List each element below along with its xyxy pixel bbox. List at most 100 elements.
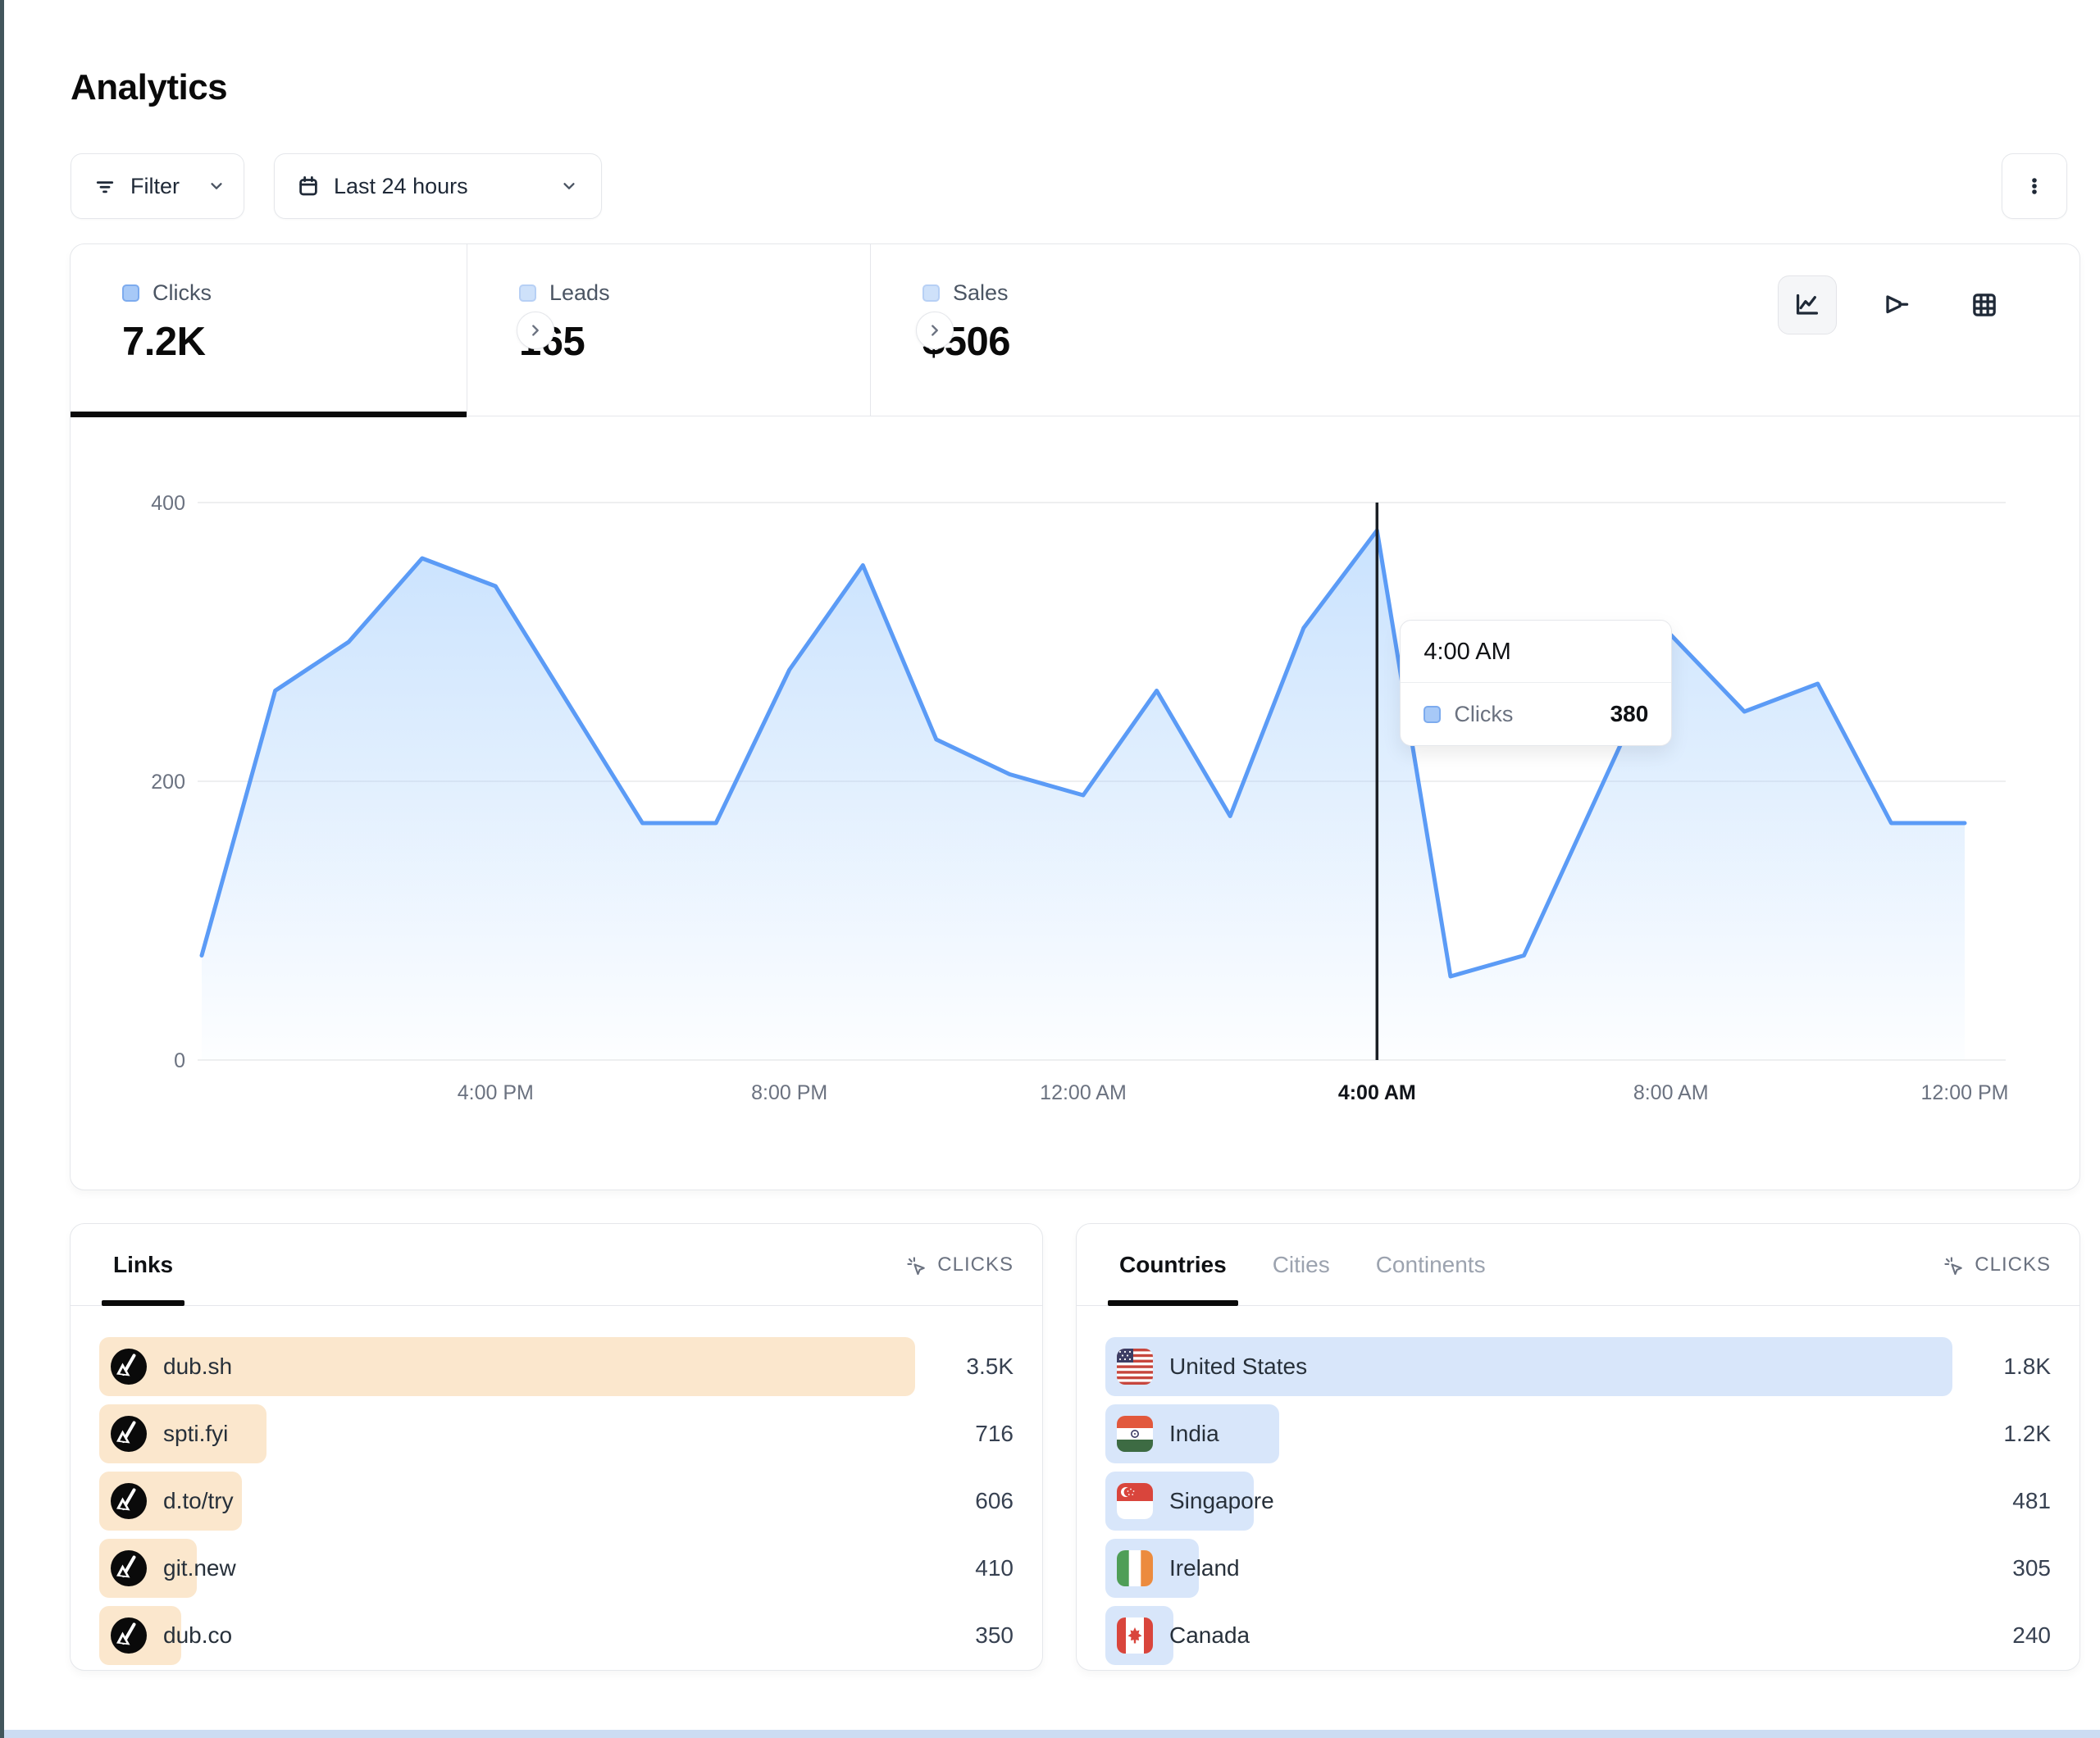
row-label: United States: [1169, 1354, 1308, 1379]
date-range-button[interactable]: Last 24 hours: [274, 153, 602, 219]
svg-text:8:00 AM: 8:00 AM: [1633, 1081, 1709, 1104]
stat-legend-swatch: [122, 284, 139, 302]
tooltip-series-row: Clicks 380: [1401, 683, 1671, 745]
more-options-button[interactable]: [2002, 153, 2067, 219]
countries-card-header: Countries Cities Continents CLICKS: [1077, 1224, 2080, 1306]
row-label: Ireland: [1169, 1555, 1240, 1581]
list-item[interactable]: Singapore 481: [1105, 1472, 2051, 1531]
row-value: 240: [2012, 1622, 2051, 1648]
svg-text:12:00 AM: 12:00 AM: [1040, 1081, 1127, 1104]
tab-links-label: Links: [113, 1251, 174, 1277]
svg-text:8:00 PM: 8:00 PM: [751, 1081, 827, 1104]
window-edge-strip: [0, 0, 4, 1738]
tooltip-series-label: Clicks: [1454, 701, 1514, 726]
dub-favicon: [111, 1483, 147, 1519]
dub-favicon: [111, 1550, 147, 1586]
list-item[interactable]: Canada 240: [1105, 1606, 2051, 1665]
stat-legend-swatch: [922, 284, 940, 302]
clicks-legend-swatch: [1424, 705, 1442, 723]
row-value: 3.5K: [966, 1354, 1014, 1379]
row-value: 1.2K: [2003, 1421, 2051, 1446]
line-chart-mode-button[interactable]: [1778, 275, 1837, 334]
svg-text:400: 400: [151, 492, 185, 515]
links-card-header: Links CLICKS: [71, 1224, 1042, 1306]
funnel-chart-mode-button[interactable]: [1866, 275, 1925, 334]
stat-tab-sales[interactable]: Sales $506: [871, 244, 2080, 416]
svg-text:12:00 PM: 12:00 PM: [1920, 1081, 2008, 1104]
stat-expand-button[interactable]: [517, 312, 554, 349]
stat-value: 7.2K: [122, 320, 206, 364]
list-item[interactable]: spti.fyi 716: [99, 1404, 1014, 1463]
table-mode-button[interactable]: [1955, 275, 2014, 334]
row-label: Canada: [1169, 1622, 1250, 1648]
row-label: dub.co: [163, 1622, 233, 1648]
grid-table-icon: [1968, 289, 2001, 321]
chart-tooltip: 4:00 AM Clicks 380: [1400, 620, 1673, 746]
tab-label: Cities: [1272, 1251, 1330, 1277]
ie-flag-icon: [1117, 1550, 1153, 1586]
clicks-area-chart[interactable]: 0 200 400 4:00 PM 8:00 PM 12:00 AM 4:00 AM 8:00…: [71, 416, 2081, 1191]
calendar-icon: [296, 174, 321, 198]
list-item[interactable]: Ireland 305: [1105, 1539, 2051, 1598]
sg-flag-icon: [1117, 1483, 1153, 1519]
chart-mode-toggle: [1778, 275, 2014, 334]
links-rows: dub.sh 3.5K spti.fyi 716 d.to/try 606 git.new 4…: [71, 1306, 1042, 1665]
tab-label: Countries: [1119, 1251, 1227, 1277]
svg-text:4:00 PM: 4:00 PM: [458, 1081, 534, 1104]
chevron-down-icon: [206, 175, 227, 197]
row-value: 606: [975, 1488, 1014, 1513]
value-bar: [1105, 1337, 1952, 1396]
tab-countries[interactable]: Countries: [1108, 1224, 1238, 1306]
row-value: 410: [975, 1555, 1014, 1581]
row-label: India: [1169, 1421, 1219, 1446]
tab-label: Continents: [1375, 1251, 1486, 1277]
links-card: Links CLICKS dub.sh 3.5K spti.fyi 716 d.to/t…: [70, 1223, 1043, 1671]
analytics-chart-card: Clicks 7.2K Leads 165 Sales $506: [70, 243, 2080, 1190]
links-metric-label: CLICKS: [937, 1253, 1014, 1276]
row-value: 350: [975, 1622, 1014, 1648]
tooltip-time: 4:00 AM: [1401, 621, 1672, 683]
countries-metric-selector[interactable]: CLICKS: [1940, 1253, 2051, 1277]
filter-icon: [93, 174, 117, 198]
list-item[interactable]: git.new 410: [99, 1539, 1014, 1598]
line-chart-icon: [1791, 289, 1824, 321]
stat-tab-clicks[interactable]: Clicks 7.2K: [71, 244, 467, 417]
tab-continents[interactable]: Continents: [1376, 1224, 1486, 1305]
page-title: Analytics: [71, 67, 228, 107]
stat-label: Leads: [549, 280, 610, 305]
countries-metric-label: CLICKS: [1975, 1253, 2051, 1276]
stat-expand-button[interactable]: [916, 312, 954, 349]
list-item[interactable]: India 1.2K: [1105, 1404, 2051, 1463]
filter-button[interactable]: Filter: [71, 153, 244, 219]
row-label: d.to/try: [163, 1488, 234, 1513]
tab-cities[interactable]: Cities: [1273, 1224, 1330, 1305]
stats-row: Clicks 7.2K Leads 165 Sales $506: [71, 244, 2080, 417]
clicks-chart-svg: 0 200 400 4:00 PM 8:00 PM 12:00 AM 4:00 AM 8:00…: [151, 492, 2008, 1104]
cursor-click-icon: [903, 1253, 927, 1277]
list-item[interactable]: d.to/try 606: [99, 1472, 1014, 1531]
row-label: git.new: [163, 1555, 236, 1581]
dub-favicon: [111, 1617, 147, 1654]
countries-card: Countries Cities Continents CLICKS United …: [1076, 1223, 2080, 1671]
row-value: 305: [2012, 1555, 2051, 1581]
links-metric-selector[interactable]: CLICKS: [903, 1253, 1014, 1277]
tooltip-series-value: 380: [1610, 701, 1649, 726]
list-item[interactable]: dub.co 350: [99, 1606, 1014, 1665]
toolbar: Filter Last 24 hours: [71, 153, 602, 219]
tab-links[interactable]: Links: [101, 1224, 185, 1306]
row-label: dub.sh: [163, 1354, 233, 1379]
row-label: spti.fyi: [163, 1421, 229, 1446]
svg-text:4:00 AM: 4:00 AM: [1338, 1081, 1416, 1104]
countries-rows: United States 1.8K India 1.2K Singapore 481 Ir…: [1077, 1306, 2080, 1665]
list-item[interactable]: dub.sh 3.5K: [99, 1337, 1014, 1396]
funnel-icon: [1879, 289, 1912, 321]
in-flag-icon: [1117, 1416, 1153, 1452]
list-item[interactable]: United States 1.8K: [1105, 1337, 2051, 1396]
row-value: 716: [975, 1421, 1014, 1446]
svg-text:200: 200: [151, 771, 185, 794]
stat-legend-swatch: [519, 284, 536, 302]
row-label: Singapore: [1169, 1488, 1274, 1513]
dub-favicon: [111, 1416, 147, 1452]
bottom-scroll-strip: [0, 1730, 2100, 1738]
ca-flag-icon: [1117, 1617, 1153, 1654]
